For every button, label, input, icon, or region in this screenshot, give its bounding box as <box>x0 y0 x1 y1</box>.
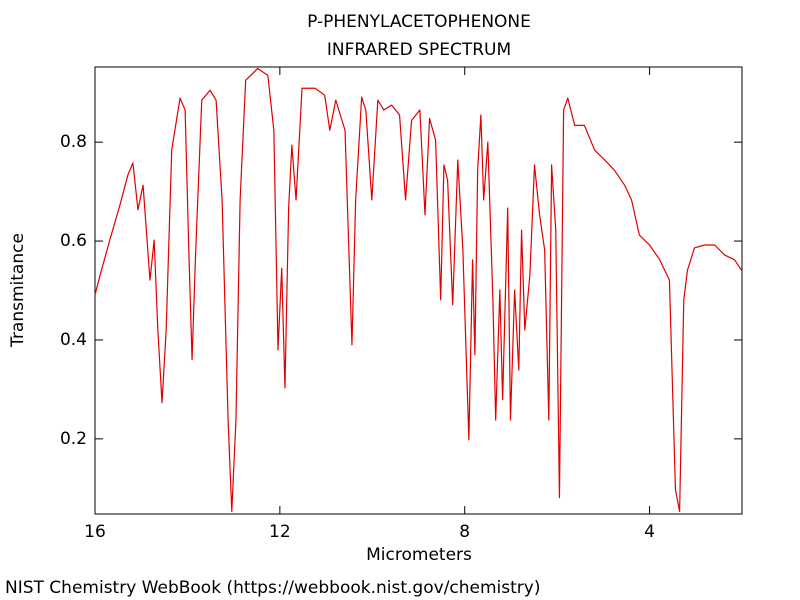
source-note: NIST Chemistry WebBook (https://webbook.… <box>5 578 540 598</box>
y-tick-label: 0.6 <box>60 231 87 251</box>
x-tick-label: 8 <box>459 522 470 542</box>
x-axis-label: Micrometers <box>366 545 472 565</box>
y-tick-label: 0.8 <box>60 132 87 152</box>
spectrum-line <box>94 67 743 513</box>
plot-frame <box>94 66 743 515</box>
chart-subtitle: INFRARED SPECTRUM <box>327 40 511 60</box>
x-tick-label: 16 <box>84 522 106 542</box>
y-axis-label: Transmitance <box>8 233 28 348</box>
y-tick-label: 0.2 <box>60 429 87 449</box>
y-tick-label: 0.4 <box>60 330 87 350</box>
x-tick-label: 4 <box>644 522 655 542</box>
x-tick-label: 12 <box>269 522 291 542</box>
chart-title: P-PHENYLACETOPHENONE <box>307 12 531 32</box>
